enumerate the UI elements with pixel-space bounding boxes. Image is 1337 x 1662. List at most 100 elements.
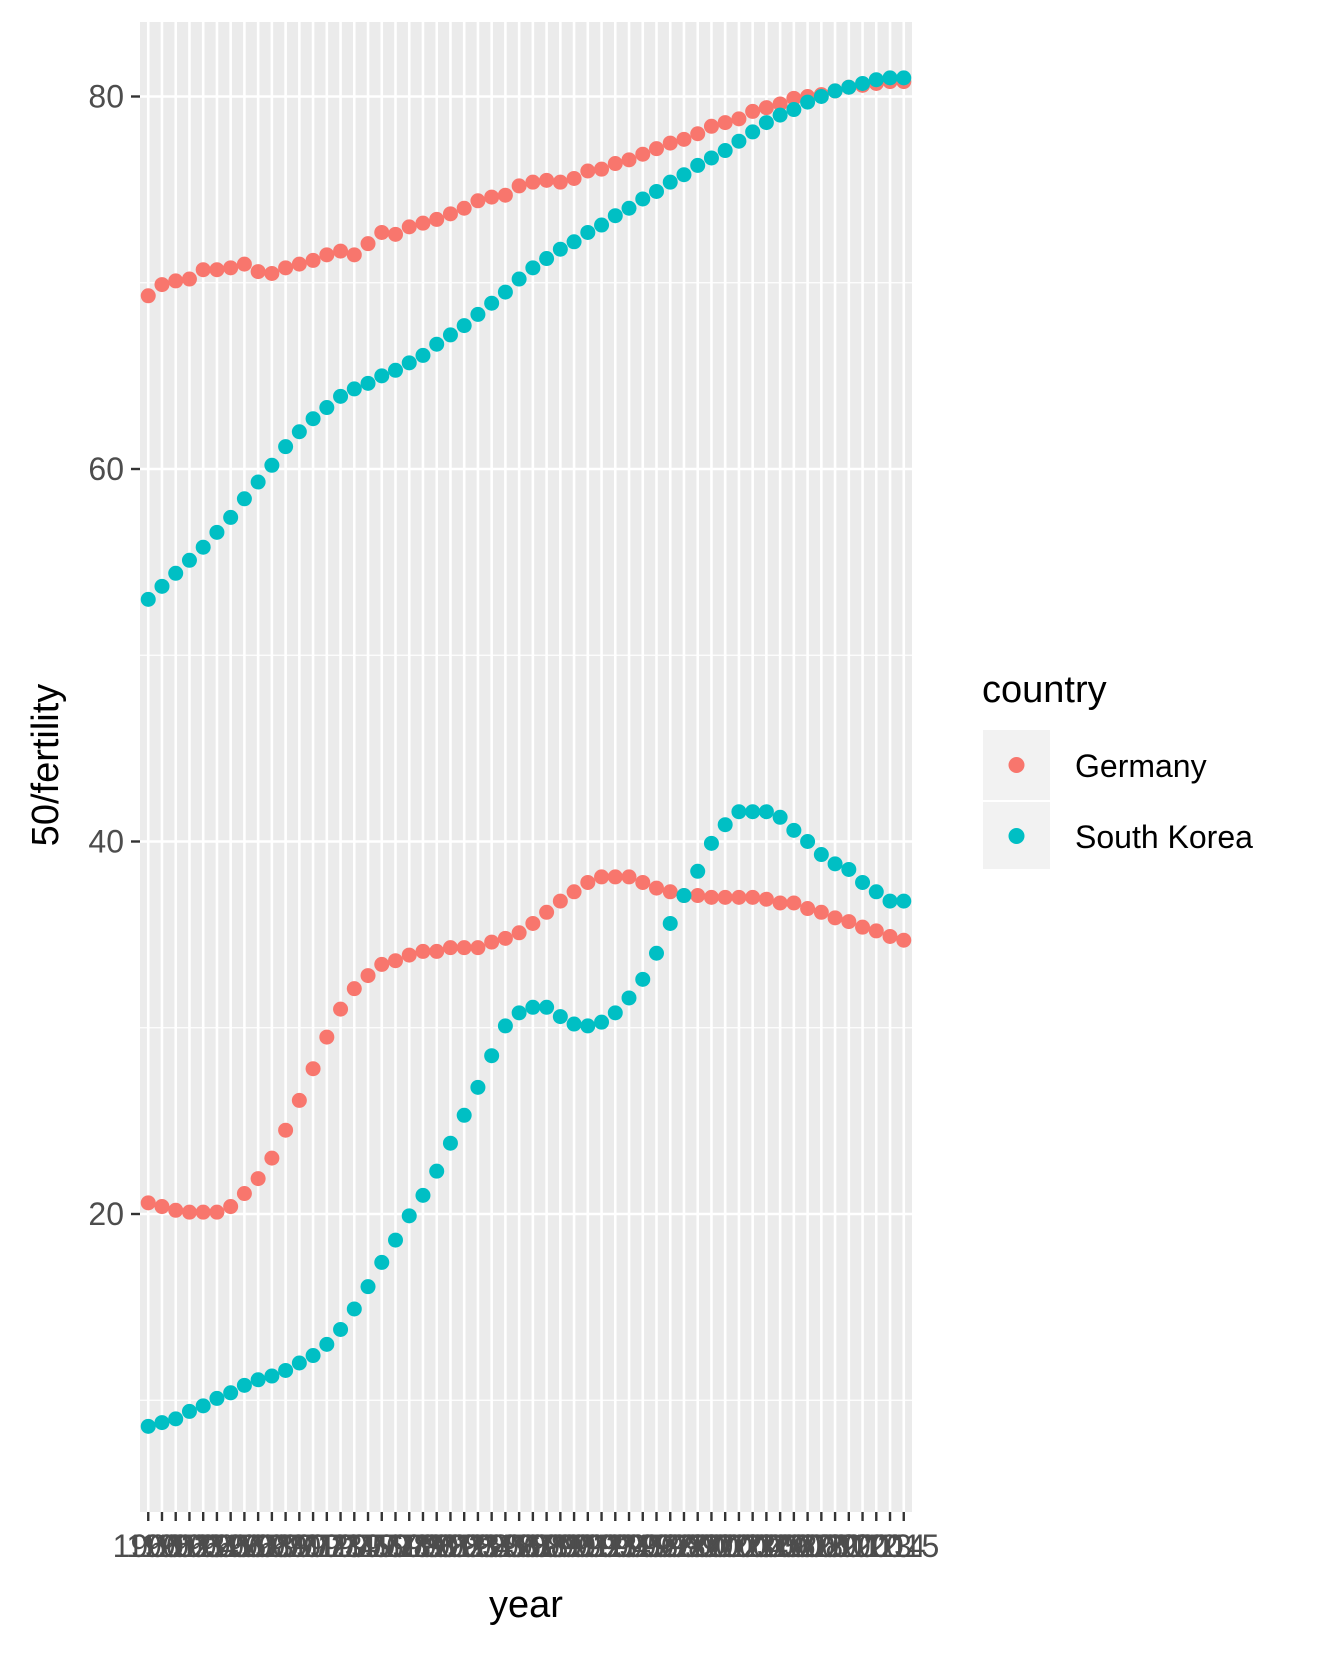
point-germany xyxy=(635,874,651,890)
x-tick-label: 1975 xyxy=(319,1528,390,1564)
point-germany xyxy=(552,174,568,190)
point-germany xyxy=(772,96,788,112)
point-germany xyxy=(195,262,211,278)
point-germany xyxy=(539,904,555,920)
point-germany xyxy=(374,956,390,972)
x-tick-label: 1997 xyxy=(621,1528,692,1564)
point-germany xyxy=(401,219,417,235)
point-germany xyxy=(703,118,719,134)
x-tick-label: 2014 xyxy=(854,1528,925,1564)
point-south-korea xyxy=(621,990,637,1006)
point-south-korea xyxy=(264,457,280,473)
point-south-korea xyxy=(594,217,610,233)
point-germany xyxy=(305,252,321,268)
point-south-korea xyxy=(580,224,596,240)
point-south-korea xyxy=(209,524,225,540)
x-tick-label: 2010 xyxy=(799,1528,870,1564)
point-south-korea xyxy=(855,874,871,890)
x-tick-label: 2004 xyxy=(717,1528,788,1564)
point-south-korea xyxy=(594,1014,610,1030)
point-south-korea xyxy=(223,1385,239,1401)
point-south-korea xyxy=(154,578,170,594)
legend-label-south-korea: South Korea xyxy=(1075,819,1253,855)
point-south-korea xyxy=(291,424,307,440)
point-south-korea xyxy=(855,75,871,91)
point-south-korea xyxy=(470,306,486,322)
point-germany xyxy=(882,928,898,944)
point-germany xyxy=(278,1122,294,1138)
point-south-korea xyxy=(415,1187,431,1203)
point-south-korea xyxy=(800,834,816,849)
point-south-korea xyxy=(168,1411,184,1427)
point-germany xyxy=(346,981,362,997)
point-south-korea xyxy=(580,1018,596,1034)
point-germany xyxy=(291,256,307,272)
point-south-korea xyxy=(195,1398,211,1414)
point-south-korea xyxy=(648,945,664,961)
point-germany xyxy=(333,243,349,259)
point-germany xyxy=(800,901,816,917)
x-tick-label: 1986 xyxy=(470,1528,541,1564)
point-south-korea xyxy=(511,1005,527,1021)
x-tick-label: 1988 xyxy=(497,1528,568,1564)
x-tick-label: 2002 xyxy=(690,1528,761,1564)
point-south-korea xyxy=(374,368,390,384)
point-south-korea xyxy=(140,591,156,607)
point-south-korea xyxy=(223,509,239,525)
point-germany xyxy=(429,943,445,959)
point-germany xyxy=(731,111,747,127)
x-tick-label: 1971 xyxy=(264,1528,335,1564)
point-south-korea xyxy=(401,1208,417,1224)
point-germany xyxy=(758,891,774,907)
point-germany xyxy=(690,126,706,142)
plot-panel xyxy=(140,22,912,1512)
point-south-korea xyxy=(662,915,678,931)
point-south-korea xyxy=(388,362,404,378)
point-germany xyxy=(264,1150,280,1166)
point-germany xyxy=(181,271,197,287)
point-germany xyxy=(552,893,568,909)
point-south-korea xyxy=(827,83,843,99)
point-south-korea xyxy=(429,1163,445,1179)
x-tick-label: 1968 xyxy=(223,1528,294,1564)
x-tick-label: 1960 xyxy=(113,1528,184,1564)
point-south-korea xyxy=(841,79,857,95)
point-germany xyxy=(140,288,156,304)
point-germany xyxy=(484,189,500,205)
x-tick-label: 1977 xyxy=(346,1528,417,1564)
point-germany xyxy=(319,247,335,263)
point-south-korea xyxy=(456,1107,472,1123)
point-germany xyxy=(223,1199,239,1215)
x-tick-label: 1962 xyxy=(140,1528,211,1564)
point-germany xyxy=(360,968,376,984)
point-germany xyxy=(442,940,458,956)
point-south-korea xyxy=(552,1009,568,1025)
x-tick-label: 2001 xyxy=(676,1528,747,1564)
point-germany xyxy=(401,947,417,963)
point-germany xyxy=(566,884,582,900)
point-germany xyxy=(662,884,678,900)
point-south-korea xyxy=(772,107,788,123)
point-south-korea xyxy=(346,381,362,397)
point-south-korea xyxy=(333,1321,349,1337)
point-south-korea xyxy=(305,1348,321,1364)
point-germany xyxy=(841,914,857,930)
point-south-korea xyxy=(566,234,582,250)
point-germany xyxy=(497,187,513,203)
point-germany xyxy=(223,260,239,276)
x-tick-label: 2007 xyxy=(758,1528,829,1564)
x-tick-label: 2005 xyxy=(731,1528,802,1564)
point-germany xyxy=(374,224,390,240)
point-south-korea xyxy=(690,863,706,879)
point-germany xyxy=(236,256,252,272)
x-tick-label: 1985 xyxy=(456,1528,527,1564)
point-south-korea xyxy=(731,804,747,820)
point-germany xyxy=(594,161,610,177)
point-germany xyxy=(786,895,802,911)
x-tick-label: 1969 xyxy=(236,1528,307,1564)
point-south-korea xyxy=(291,1355,307,1371)
point-germany xyxy=(236,1186,252,1202)
x-tick-label: 1991 xyxy=(538,1528,609,1564)
point-germany xyxy=(429,211,445,227)
